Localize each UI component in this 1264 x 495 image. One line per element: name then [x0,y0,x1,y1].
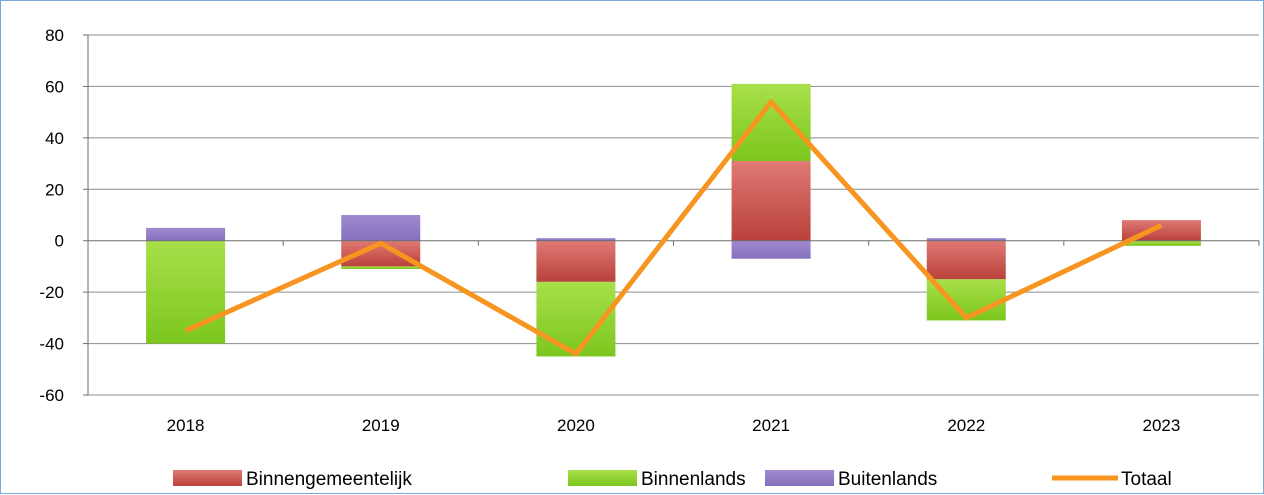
y-tick-label: 60 [45,77,64,96]
legend-item-binnenlands: Binnenlands [568,469,746,490]
legend-label: Totaal [1121,469,1172,490]
y-tick-label: 0 [55,232,64,251]
bar-binnenlands-2021 [731,83,811,161]
x-tick-label: 2021 [752,416,790,435]
x-tick-label: 2020 [557,416,595,435]
legend-swatch [568,470,637,486]
axes [83,34,1260,396]
bar-binnenlands-2023 [1121,240,1201,246]
bar-buitenlands-2019 [341,215,421,241]
legend-item-buitenlands: Buitenlands [765,469,937,490]
x-tick-label: 2022 [947,416,985,435]
legend-label: Buitenlands [838,469,937,490]
bar-binnengemeentelijk-2022 [926,240,1006,280]
bar-buitenlands-2021 [731,240,811,259]
x-tick-label: 2019 [362,416,400,435]
legend-item-binnengemeentelijk: Binnengemeentelijk [173,469,412,490]
y-tick-label: -60 [39,386,64,405]
y-tick-label: 80 [45,26,64,45]
bar-buitenlands-2018 [146,227,226,241]
y-tick-label: 40 [45,129,64,148]
y-tick-label: -40 [39,335,64,354]
bar-binnenlands-2019 [341,266,421,269]
y-tick-label: 20 [45,180,64,199]
legend: Binnengemeentelijk Binnenlands Buitenlands… [173,469,1172,490]
bar-binnengemeentelijk-2020 [536,240,616,282]
y-tick-label: -20 [39,283,64,302]
bar-binnenlands-2018 [146,240,226,344]
x-tick-label: 2023 [1143,416,1181,435]
legend-swatch [173,470,242,486]
gridlines [88,34,1259,396]
line-totaal [184,99,1163,357]
legend-swatch [765,470,834,486]
x-tick-label: 2018 [167,416,205,435]
y-axis-tick-labels: 80 60 40 20 0 -20 -40 -60 [39,26,64,405]
x-axis-tick-labels: 2018 2019 2020 2021 2022 2023 [167,416,1181,435]
bar-binnengemeentelijk-2021 [731,161,811,241]
legend-item-totaal: Totaal [1052,469,1172,490]
line-series [184,99,1163,357]
bar-buitenlands-2020 [536,238,616,241]
legend-label: Binnenlands [641,469,746,490]
bar-buitenlands-2022 [926,238,1006,241]
bar-series [146,83,1201,357]
legend-label: Binnengemeentelijk [246,469,412,490]
